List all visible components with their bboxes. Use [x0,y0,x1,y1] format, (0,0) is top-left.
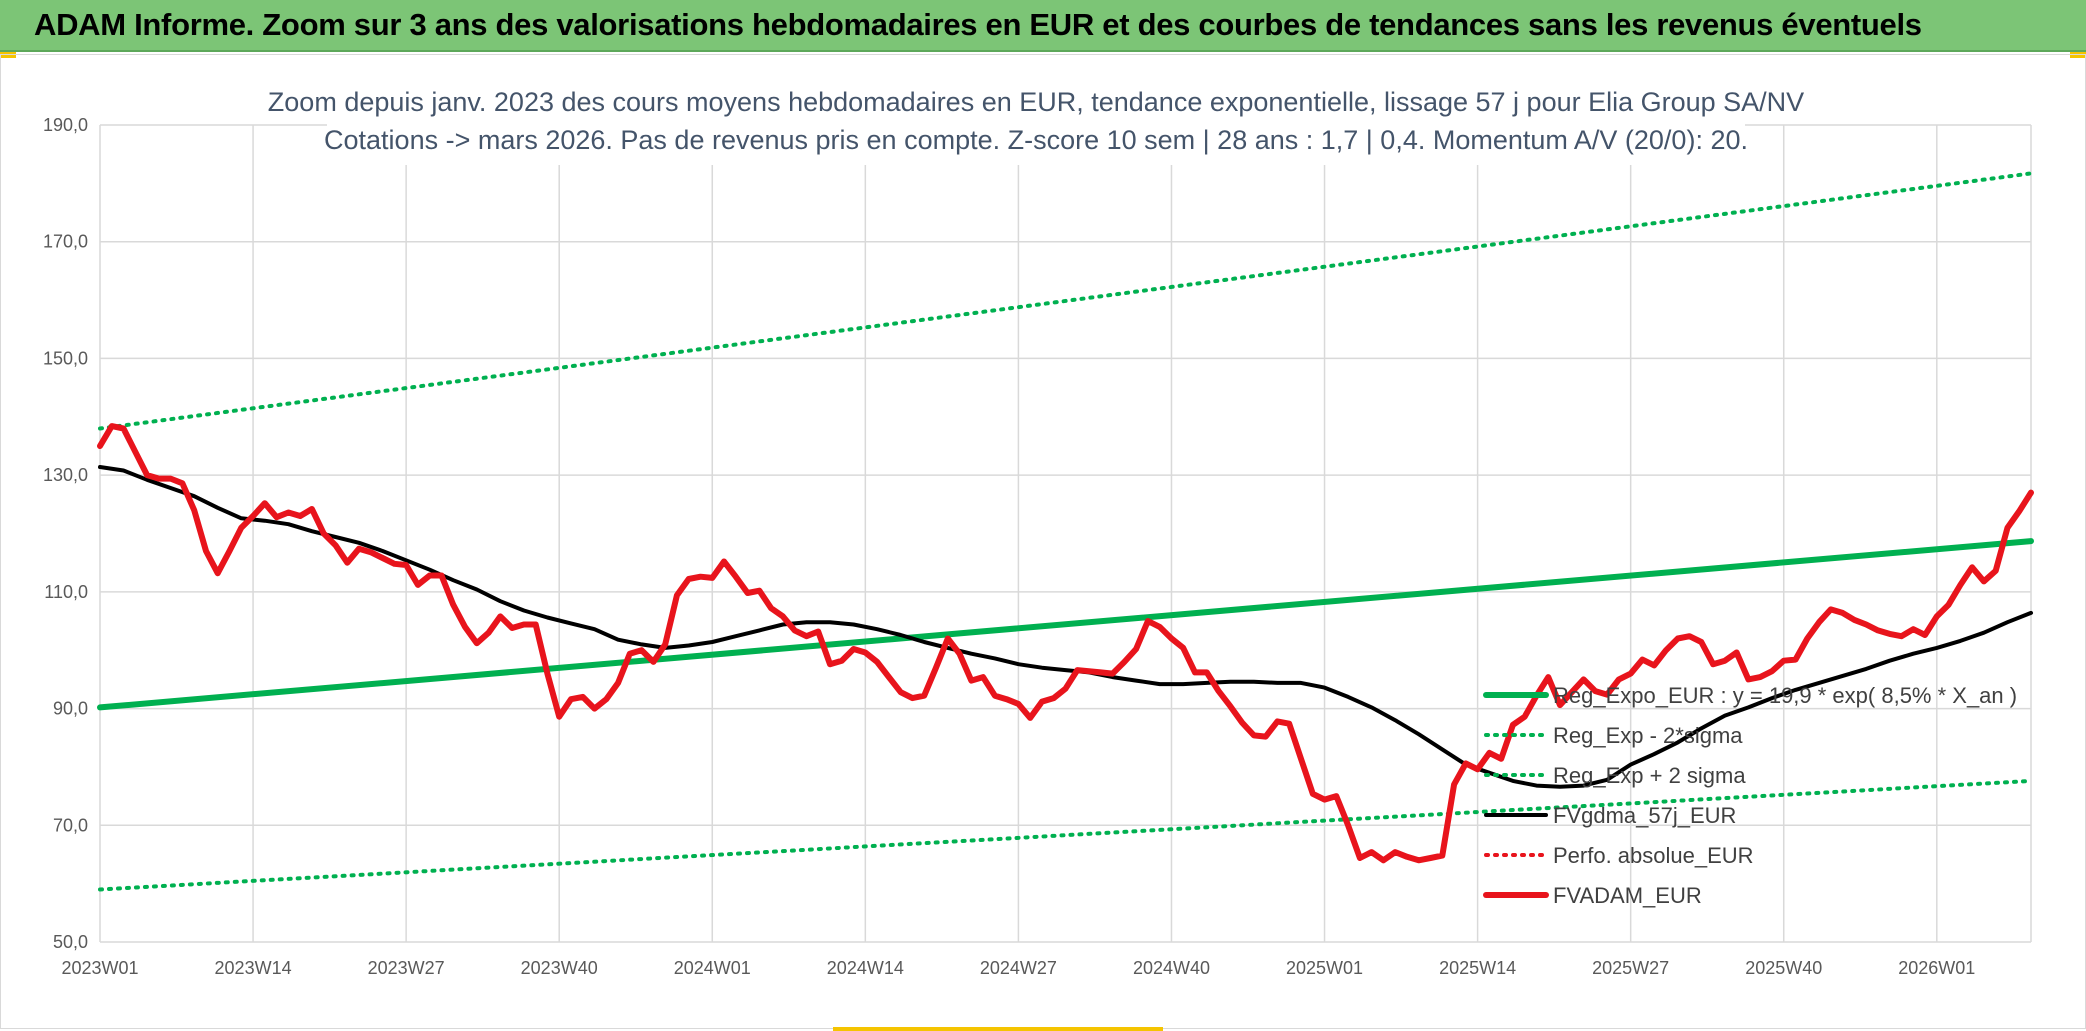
y-tick-label: 90,0 [53,699,88,719]
x-tick-label: 2023W14 [215,958,292,978]
legend-label: Reg_Expo_EUR : y = 19,9 * exp( 8,5% * X_… [1553,683,2017,708]
chart-title-line: Cotations -> mars 2026. Pas de revenus p… [324,125,1748,155]
series-line-reg-exp-2-sigma [98,171,2033,431]
accent-corner-left [0,52,16,58]
accent-corner-right [2070,52,2086,58]
legend-label: Perfo. absolue_EUR [1553,843,1754,868]
series-line-reg-expo-eur-y-19-9-exp- [97,538,2034,711]
chart-area: 50,0 70,0 90,0 110,0 130,0 150,0 170,0 190,0 202… [0,54,2086,1029]
x-tick-label: 2024W01 [674,958,751,978]
y-tick-label: 110,0 [44,582,88,602]
chart-title-line: Zoom depuis janv. 2023 des cours moyens … [268,87,1804,117]
legend-label: Reg_Exp - 2*sigma [1553,723,1743,748]
legend-label: FVgdma_57j_EUR [1553,803,1736,828]
x-tick-label: 2025W40 [1745,958,1822,978]
x-tick-label: 2023W40 [521,958,598,978]
legend-label: Reg_Exp + 2 sigma [1553,763,1746,788]
series-line-fvadam-eur [97,423,2034,864]
chart-title-bg [327,81,1745,165]
y-tick-label: 150,0 [43,348,88,368]
y-tick-label: 70,0 [53,815,88,835]
x-tick-label: 2024W27 [980,958,1057,978]
x-tick-label: 2025W01 [1286,958,1363,978]
y-tick-label: 130,0 [43,465,88,485]
series-line-reg-exp-2-sigma [98,778,2033,892]
x-tick-label: 2024W40 [1133,958,1210,978]
x-tick-label: 2023W01 [61,958,138,978]
y-tick-label: 190,0 [43,115,88,135]
x-tick-label: 2026W01 [1898,958,1975,978]
accent-bar-bottom [833,1027,1163,1031]
legend-label: FVADAM_EUR [1553,883,1702,908]
y-tick-label: 170,0 [43,232,88,252]
y-tick-label: 50,0 [53,932,88,952]
x-tick-label: 2025W14 [1439,958,1516,978]
x-tick-label: 2024W14 [827,958,904,978]
report-title: ADAM Informe. Zoom sur 3 ans des valoris… [34,7,1922,42]
x-tick-label: 2023W27 [368,958,445,978]
line-chart: 50,0 70,0 90,0 110,0 130,0 150,0 170,0 190,0 202… [43,81,2034,978]
header-bar: ADAM Informe. Zoom sur 3 ans des valoris… [0,0,2086,52]
series-line-fvgdma-57j-eur [98,465,2033,789]
x-tick-label: 2025W27 [1592,958,1669,978]
